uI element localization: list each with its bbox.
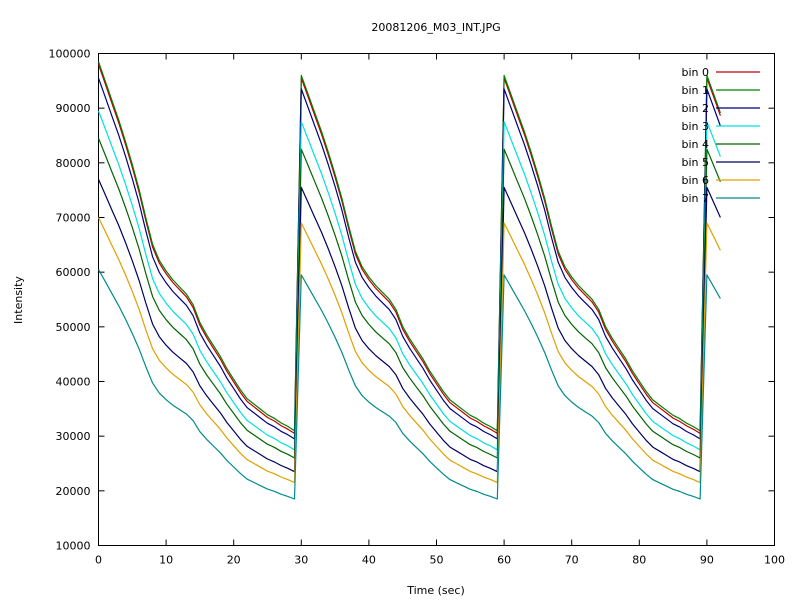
legend: bin 0 bin 1 bin 2 bin 3 bin 4 bin 5 bin 6 bin 7: [681, 66, 760, 205]
legend-label: bin 5: [681, 156, 709, 169]
y-tick-label: 50000: [56, 321, 91, 334]
y-tick-label: 100000: [49, 48, 91, 61]
chart-title: 20081206_M03_INT.JPG: [371, 21, 500, 34]
x-axis-label: Time (sec): [406, 584, 465, 597]
series-line-bin-1: [97, 61, 721, 432]
x-tick-label: 90: [700, 554, 714, 567]
series-layer: [97, 61, 721, 500]
x-tick-label: 100: [764, 554, 785, 567]
series-line-bin-2: [97, 77, 721, 440]
x-tick-label: 50: [430, 554, 444, 567]
axis-ticks: 0 10 20 30 40 50 60 70 80 90 100 10000 20000 30000 400…: [49, 48, 786, 567]
y-tick-label: 70000: [56, 212, 91, 225]
x-tick-label: 60: [497, 554, 511, 567]
x-tick-label: 30: [294, 554, 308, 567]
y-tick-label: 60000: [56, 266, 91, 279]
series-line-bin-0: [97, 64, 721, 434]
legend-label: bin 6: [681, 174, 709, 187]
legend-label: bin 3: [681, 120, 709, 133]
x-tick-label: 40: [362, 554, 376, 567]
series-line-bin-6: [97, 217, 721, 484]
y-tick-label: 30000: [56, 430, 91, 443]
series-line-bin-3: [97, 110, 721, 451]
y-tick-label: 40000: [56, 376, 91, 389]
x-tick-label: 0: [95, 554, 102, 567]
series-line-bin-5: [97, 178, 721, 473]
x-tick-label: 20: [227, 554, 241, 567]
y-tick-label: 90000: [56, 102, 91, 115]
series-line-bin-4: [97, 137, 721, 459]
legend-label: bin 4: [681, 138, 709, 151]
x-tick-label: 10: [159, 554, 173, 567]
legend-label: bin 2: [681, 102, 709, 115]
x-tick-label: 70: [565, 554, 579, 567]
y-tick-label: 10000: [56, 540, 91, 553]
legend-label: bin 0: [681, 66, 709, 79]
legend-label: bin 1: [681, 84, 709, 97]
y-tick-label: 20000: [56, 485, 91, 498]
y-axis-label: Intensity: [12, 276, 25, 324]
series-line-bin-7: [97, 269, 721, 500]
legend-label: bin 7: [681, 192, 709, 205]
x-tick-label: 80: [632, 554, 646, 567]
y-tick-label: 80000: [56, 157, 91, 170]
